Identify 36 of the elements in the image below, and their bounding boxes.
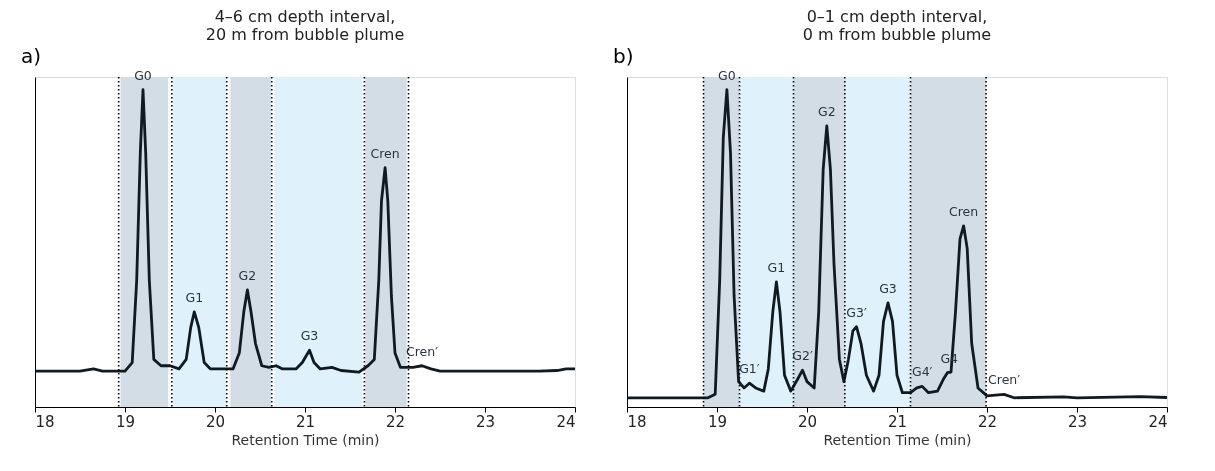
annotation: G3′ bbox=[846, 304, 867, 320]
annotation: Cren bbox=[948, 203, 979, 219]
x-tick-label: 23 bbox=[475, 412, 496, 431]
annotation: G2′ bbox=[792, 348, 813, 364]
x-axis-title: Retention Time (min) bbox=[231, 431, 380, 448]
x-tick-label: 20 bbox=[797, 412, 818, 431]
annotation: G0 bbox=[134, 67, 152, 83]
annotation: G1 bbox=[185, 289, 204, 305]
annotation: Cren′ bbox=[988, 372, 1021, 388]
annotation: Cren bbox=[370, 145, 400, 161]
x-tick-label: 21 bbox=[887, 412, 908, 431]
x-axis-title: Retention Time (min) bbox=[823, 431, 972, 448]
text: a) bbox=[21, 44, 42, 68]
x-tick-label: 19 bbox=[115, 412, 136, 431]
x-tick-label: 24 bbox=[1148, 412, 1168, 431]
annotation: G0 bbox=[718, 67, 736, 83]
annotation: G2 bbox=[817, 103, 836, 119]
chart-title: 0–1 cm depth interval, 0 m from bubble plume bbox=[802, 7, 992, 44]
annotation: Cren′ bbox=[405, 343, 439, 359]
x-tick-label: 23 bbox=[1067, 412, 1088, 431]
annotation: G1′ bbox=[739, 361, 760, 377]
annotation: G4′ bbox=[911, 364, 933, 380]
annotation: G3 bbox=[879, 280, 897, 296]
chart-title: 4–6 cm depth interval, 20 m from bubble plume bbox=[205, 7, 405, 44]
x-tick-label: 22 bbox=[977, 412, 998, 431]
text: b) bbox=[613, 44, 634, 68]
x-tick-label: 21 bbox=[295, 412, 316, 431]
x-tick-label: 24 bbox=[556, 412, 576, 431]
x-tick-label: 22 bbox=[385, 412, 406, 431]
x-tick-label: 19 bbox=[707, 412, 728, 431]
x-tick-label: 18 bbox=[35, 412, 55, 431]
annotation: G1 bbox=[767, 259, 786, 275]
x-tick-label: 20 bbox=[205, 412, 226, 431]
annotation: G2 bbox=[238, 267, 257, 283]
annotation: G3 bbox=[300, 328, 319, 344]
x-tick-label: 18 bbox=[627, 412, 647, 431]
